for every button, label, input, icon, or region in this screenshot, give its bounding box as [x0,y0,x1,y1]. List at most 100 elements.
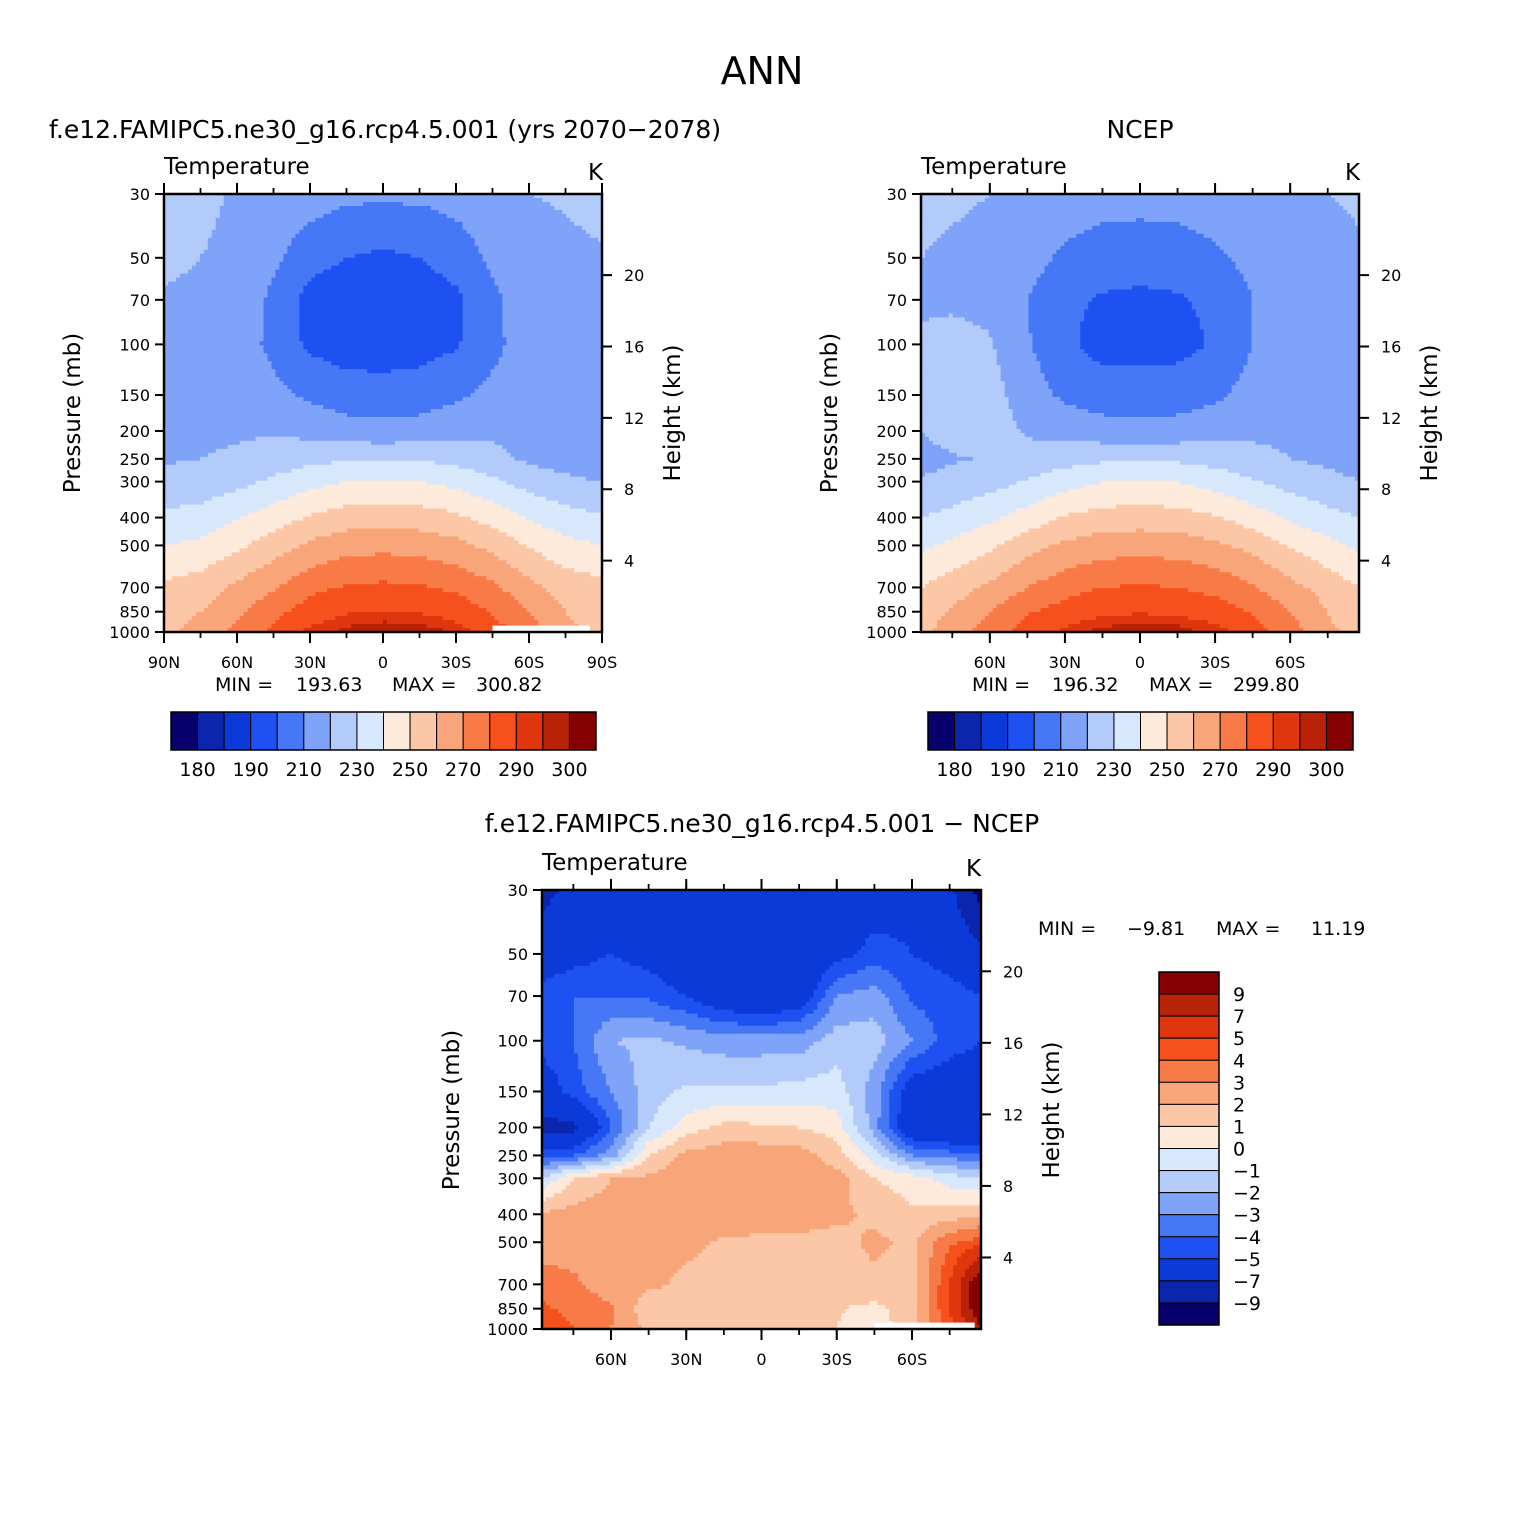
model-pressure-tick-label: 50 [130,249,150,268]
obs-field-cell [1025,588,1093,593]
model-field-cell [471,517,527,522]
diff-field-cell [841,1313,889,1318]
model-field-cell [164,250,204,255]
model-field-cell [443,274,491,279]
model-field-cell [323,357,435,362]
model-field-cell [431,266,487,271]
obs-field-cell [1236,266,1360,271]
ncep-temperature-panel: NCEP Temperature K Pressure (mb) Height … [817,115,1443,781]
diff-field-cell [550,1181,571,1186]
diff-field-cell [598,1129,611,1134]
diff-field-cell [929,1018,981,1023]
obs-field-cell [1076,405,1204,410]
diff-field-cell [841,1169,866,1174]
model-colorbar-box [251,712,278,750]
diff-field-cell [622,1117,639,1122]
model-pressure-tick-label: 300 [119,473,150,492]
diff-field-cell [949,1141,982,1146]
obs-field-cell [1311,556,1359,561]
model-field-cell [447,278,495,283]
obs-pressure-tick-label: 200 [876,422,907,441]
model-field-cell [534,616,570,621]
obs-field-cell [1228,469,1336,474]
model-colorbar-label: 270 [445,759,481,781]
obs-field-cell [1032,345,1080,350]
model-field-cell [459,286,499,291]
diff-field-cell [865,1086,882,1091]
model-colorbar-box [277,712,304,750]
obs-field-cell [1029,298,1093,303]
obs-field-cell [921,357,997,362]
diff-field-cell [925,1229,958,1234]
diff-field-cell [893,1141,906,1146]
obs-field-cell [1343,576,1360,581]
obs-field-cell [1323,604,1359,609]
diff-field-cell [969,1305,982,1310]
diff-field-cell [586,1149,607,1154]
obs-field-cell [921,341,993,346]
model-field-cell [423,258,483,263]
model-field-cell [164,321,264,326]
diff-field-cell [602,1137,615,1142]
model-field-cell [307,349,455,354]
diff-field-cell [578,1277,670,1282]
obs-height-tick-label: 20 [1381,266,1401,285]
diff-field-cell [586,1090,611,1095]
obs-field-cell [921,600,957,605]
diff-field-cell [542,1237,718,1242]
model-field-cell [494,282,602,287]
diff-field-cell [546,906,958,911]
model-field-cell [208,238,292,243]
model-field-cell [538,465,602,470]
model-field-cell [212,497,288,502]
obs-field-cell [985,493,1057,498]
model-field-cell [331,461,435,466]
obs-field-cell [1013,536,1077,541]
obs-field-cell [1176,413,1360,418]
obs-field-cell [1283,572,1339,577]
diff-field-cell [634,1062,874,1067]
diff-field-cell [833,962,929,967]
obs-field-cell [965,214,1352,219]
model-field-cell [363,202,403,207]
obs-field-cell [1196,309,1252,314]
diff-field-cell [610,1086,639,1091]
diff-field-cell [849,1201,909,1206]
diff-field-cell [901,1050,926,1055]
diff-field-cell [638,1113,655,1118]
obs-field-cell [1232,572,1284,577]
model-colorbar-label: 250 [392,759,428,781]
diff-field-cell [614,1098,639,1103]
model-pressure-tick-label: 500 [119,536,150,555]
diff-field-cell [961,1301,970,1306]
diff-field-cell [917,1257,930,1262]
model-field-cell [299,309,463,314]
obs-field-cell [1251,349,1359,354]
difference-y-axis-label: Pressure (mb) [439,1030,465,1190]
diff-field-cell [542,1078,559,1083]
obs-field-cell [1259,556,1311,561]
diff-field-cell [881,1026,906,1031]
diff-colorbar-label: 3 [1233,1072,1245,1094]
obs-field-cell [921,445,942,450]
diff-field-cell [686,1010,734,1015]
obs-field-cell [1244,608,1288,613]
model-field-cell [327,509,447,514]
diff-field-cell [849,1185,890,1190]
obs-field-cell [921,453,957,458]
diff-field-cell [574,1145,591,1150]
model-field-cell [228,584,280,589]
model-field-cell [164,234,212,239]
model-field-cell [463,309,503,314]
diff-field-cell [674,986,818,991]
diff-field-cell [578,1125,603,1130]
obs-field-cell [921,604,953,609]
diff-field-cell [889,1094,902,1099]
diff-field-cell [734,1010,782,1015]
diff-field-cell [809,998,822,1003]
obs-field-cell [1204,337,1252,342]
model-field-cell [427,556,499,561]
diff-field-cell [945,1253,962,1258]
obs-field-cell [921,353,997,358]
diff-field-cell [933,1241,958,1246]
